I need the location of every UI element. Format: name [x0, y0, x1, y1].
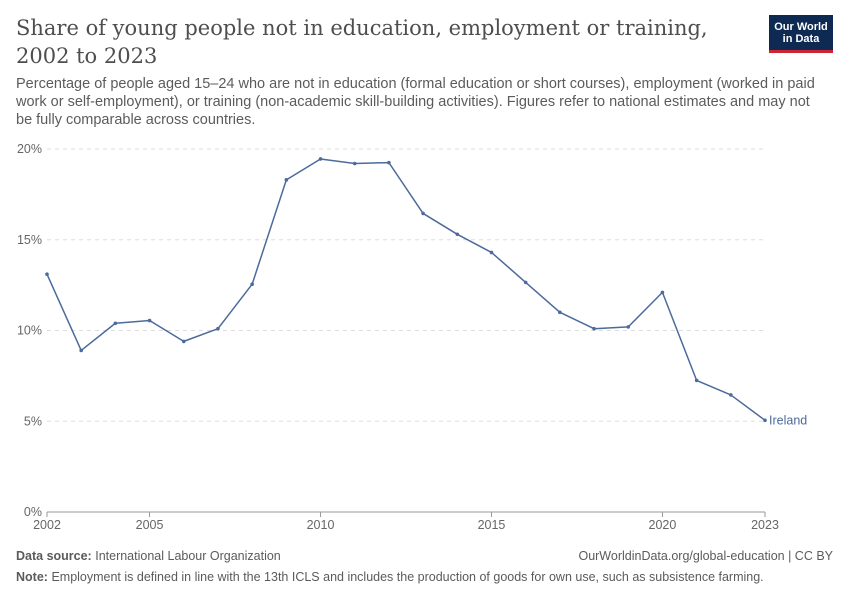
data-point	[694, 378, 699, 383]
data-point	[216, 326, 220, 331]
x-tick-label: 2023	[751, 518, 779, 532]
y-tick-label: 15%	[17, 233, 42, 247]
data-point	[181, 339, 186, 344]
series-lines: Ireland	[45, 157, 807, 427]
owid-logo[interactable]: Our World in Data	[769, 15, 833, 53]
y-tick-label: 10%	[17, 324, 42, 338]
data-point	[558, 310, 562, 315]
data-point	[79, 348, 83, 353]
data-point	[45, 272, 49, 277]
data-point	[660, 290, 665, 295]
note-text: Employment is defined in line with the 1…	[51, 570, 764, 584]
data-point	[763, 418, 767, 423]
chart-subtitle: Percentage of people aged 15–24 who are …	[16, 76, 815, 128]
data-point	[250, 282, 254, 287]
x-axis-ticks: 2002 2005 2010 2015 2020 2023	[33, 512, 779, 532]
logo-line-1: Our World	[774, 21, 828, 33]
x-tick-label: 2010	[307, 518, 335, 532]
x-tick-label: 2020	[649, 518, 677, 532]
data-point	[523, 280, 528, 285]
x-tick-label: 2015	[478, 518, 506, 532]
logo-line-2: in Data	[782, 33, 820, 45]
x-tick-label: 2005	[136, 518, 164, 532]
footnote: Note: Employment is defined in line with…	[16, 570, 764, 584]
series-line-ireland	[46, 158, 766, 421]
data-point	[113, 321, 118, 326]
data-point	[626, 325, 631, 329]
y-tick-label: 20%	[17, 142, 42, 156]
source-url[interactable]: OurWorldinData.org/global-education | CC…	[578, 549, 833, 563]
data-point	[592, 326, 596, 331]
data-point	[147, 318, 152, 323]
y-tick-label: 0%	[24, 505, 42, 519]
data-source: Data source: International Labour Organi…	[16, 549, 281, 563]
note-label: Note:	[16, 570, 48, 584]
data-point	[387, 160, 391, 165]
x-tick-label: 2002	[33, 518, 61, 532]
data-point	[729, 393, 733, 397]
source-label: Data source:	[16, 549, 92, 563]
data-point	[284, 178, 289, 182]
grid-lines	[47, 148, 765, 513]
data-point	[318, 157, 323, 161]
chart-title: Share of young people not in education, …	[16, 16, 708, 68]
source-value[interactable]: International Labour Organization	[95, 549, 281, 563]
data-point	[352, 161, 357, 166]
data-point	[455, 232, 460, 237]
y-tick-label: 5%	[24, 414, 42, 428]
y-axis-ticks: 0% 5% 10% 15% 20%	[17, 142, 42, 519]
data-point	[421, 211, 425, 216]
series-label: Ireland	[769, 413, 807, 427]
data-point	[489, 250, 494, 255]
